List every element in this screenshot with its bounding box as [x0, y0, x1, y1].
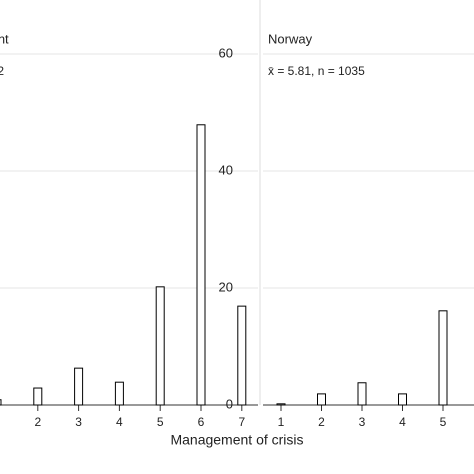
panel-title: The government [0, 31, 9, 46]
bar [155, 286, 165, 406]
bar [398, 393, 407, 406]
x-tick-label: 4 [399, 415, 406, 429]
x-tick-label: 1 [0, 415, 1, 429]
y-tick-label: 0 [226, 396, 233, 411]
bar [74, 367, 84, 406]
x-tick-label: 4 [116, 415, 123, 429]
x-tick-label: 5 [440, 415, 447, 429]
panel-subtitle: x̄ = 5.53, n = 952 [0, 64, 4, 78]
bar [0, 399, 2, 406]
bar [276, 403, 286, 406]
x-tick-label: 7 [238, 415, 245, 429]
bar [196, 124, 206, 406]
bar [438, 310, 448, 406]
x-tick-label: 6 [198, 415, 205, 429]
panel-subtitle: x̄ = 5.81, n = 1035 [268, 64, 365, 78]
y-tick-label: 20 [219, 279, 233, 294]
x-tick-label: 1 [278, 415, 285, 429]
x-tick-label: 3 [75, 415, 82, 429]
bar [317, 393, 326, 406]
y-tick-label: 40 [219, 162, 233, 177]
bar [33, 387, 43, 406]
x-axis-label: Management of crisis [170, 432, 303, 448]
bar [114, 381, 124, 406]
bar [357, 382, 367, 406]
x-tick-label: 5 [157, 415, 164, 429]
y-tick-label: 60 [219, 45, 233, 60]
bar [237, 305, 247, 406]
panel-title: Norway [268, 31, 313, 46]
x-tick-label: 2 [34, 415, 41, 429]
x-tick-label: 3 [359, 415, 366, 429]
x-tick-label: 2 [318, 415, 325, 429]
